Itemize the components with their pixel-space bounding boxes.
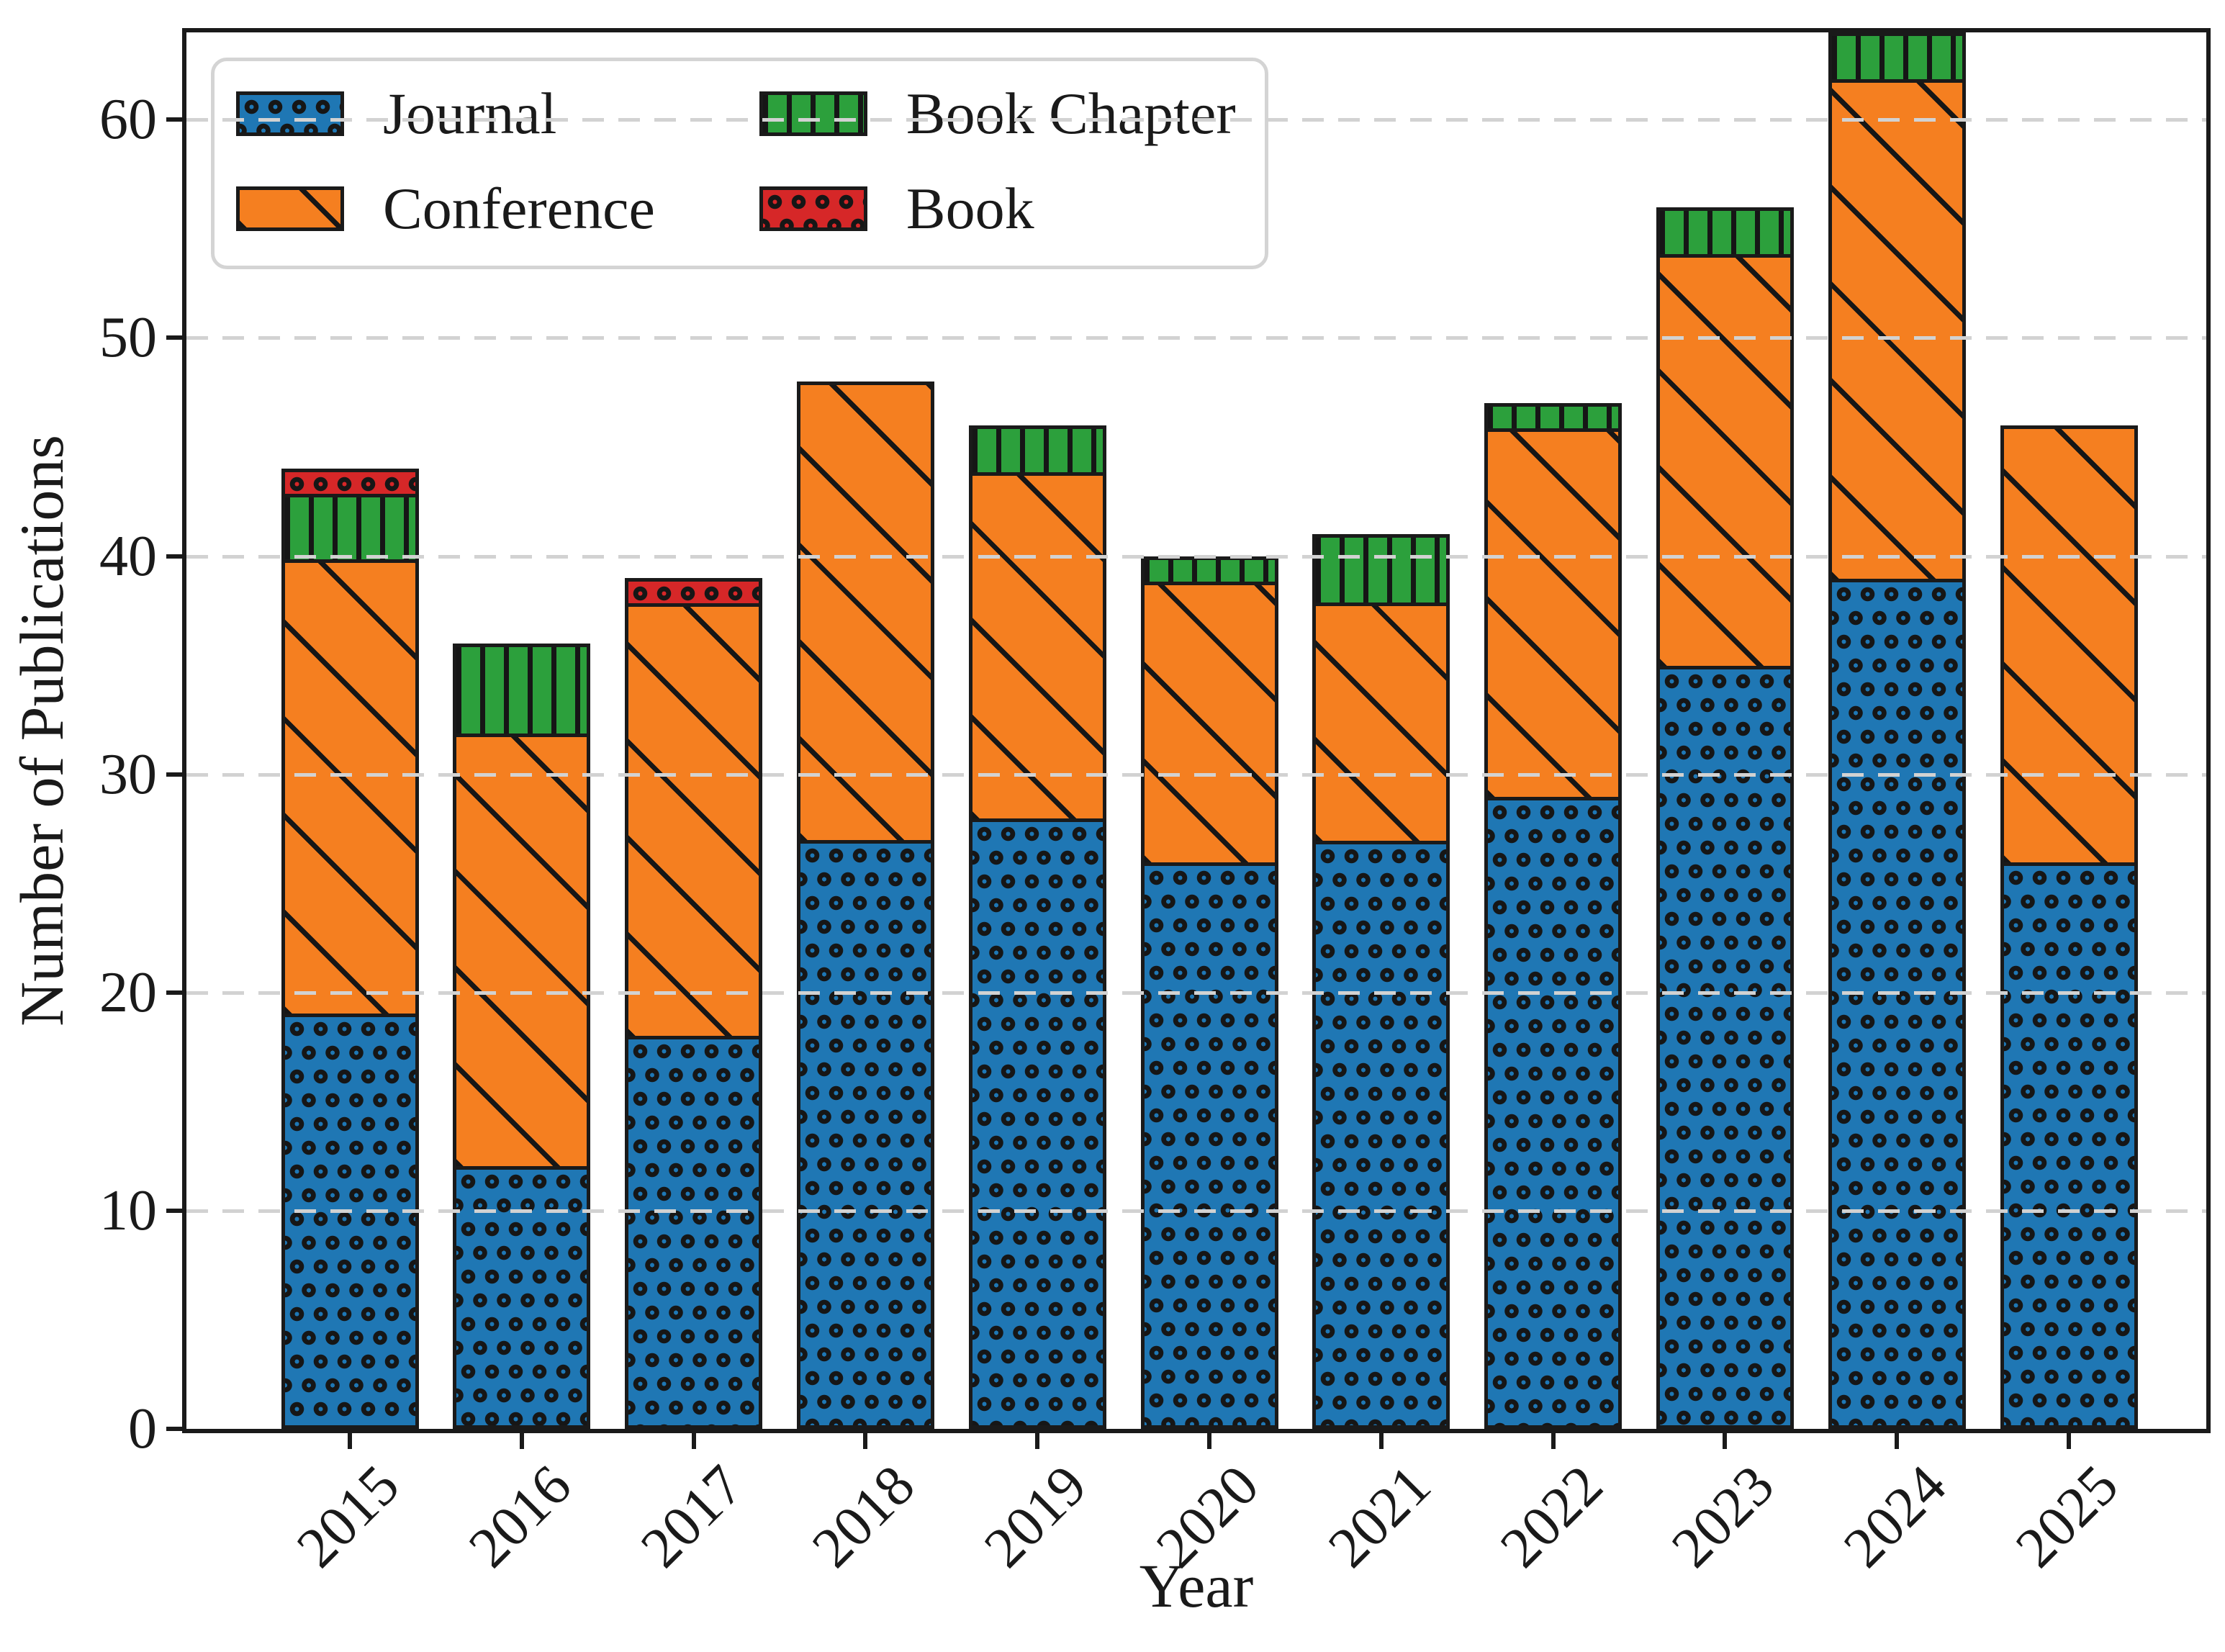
plot-area: Journal Conference Book Chapter Book [182,28,2211,1433]
legend-item-book-chapter: Book Chapter [759,84,1236,143]
bar-2015-segment-conference [284,559,415,1014]
legend-label: Book Chapter [906,81,1236,146]
legend: Journal Conference Book Chapter Book [211,58,1268,269]
y-tick-label-60: 60 [99,88,157,152]
bar-2015-segment-book-chapter [284,494,415,559]
y-tick-50 [166,335,182,340]
bar-2018 [796,382,934,1429]
y-tick-label-10: 10 [99,1178,157,1242]
y-tick-label-20: 20 [99,960,157,1024]
y-axis-title: Number of Publications [7,435,76,1026]
bar-2020-segment-book-chapter [1144,559,1275,582]
x-tick-2017 [691,1433,696,1449]
bar-2016-segment-conference [456,733,587,1166]
y-tick-label-40: 40 [99,524,157,588]
legend-item-journal: Journal [236,84,655,143]
bar-2018-segment-conference [800,385,931,841]
y-tick-20 [166,990,182,995]
bar-2022-segment-journal [1488,797,1619,1425]
x-tick-2025 [2067,1433,2071,1449]
y-tick-60 [166,117,182,122]
bar-2025 [2000,425,2138,1429]
legend-label: Book [906,176,1034,241]
legend-item-book: Book [759,179,1236,238]
bar-2019-segment-book-chapter [972,428,1103,472]
legend-label: Conference [383,176,655,241]
bar-2019 [968,425,1106,1429]
book-swatch [759,186,867,231]
bar-2019-segment-journal [972,818,1103,1425]
y-tick-30 [166,772,182,777]
bar-2024-segment-book-chapter [1831,36,1962,80]
bar-2022 [1484,403,1623,1429]
bar-2023-segment-conference [1659,253,1790,667]
bar-2025-segment-journal [2003,862,2134,1425]
legend-item-conference: Conference [236,179,655,238]
bar-2017-segment-journal [628,1035,759,1425]
bar-2015-segment-book [284,472,415,495]
bar-2017-segment-conference [628,602,759,1036]
bar-2018-segment-journal [800,840,931,1425]
bar-2025-segment-conference [2003,428,2134,862]
x-tick-2022 [1551,1433,1556,1449]
bar-2017 [625,577,763,1429]
y-tick-10 [166,1208,182,1213]
bar-2024 [1828,32,1966,1429]
x-tick-2021 [1378,1433,1384,1449]
legend-label: Journal [383,81,557,146]
bar-2017-segment-book [628,581,759,603]
x-tick-2020 [1207,1433,1211,1449]
bar-2023 [1656,207,1794,1429]
book-chapter-swatch [759,91,867,136]
bar-2024-segment-journal [1831,578,1962,1425]
bar-2016-segment-journal [456,1165,587,1425]
x-axis-title: Year [1139,1551,1254,1620]
bar-2022-segment-conference [1488,428,1619,798]
y-tick-label-30: 30 [99,742,157,806]
bar-2015 [281,469,419,1429]
x-tick-2018 [863,1433,868,1449]
x-tick-2015 [348,1433,352,1449]
bar-2019-segment-conference [972,471,1103,819]
x-tick-2023 [1723,1433,1728,1449]
bar-2016-segment-book-chapter [456,646,587,734]
bar-2024-segment-conference [1831,79,1962,579]
bar-2021-segment-book-chapter [1316,538,1447,603]
bar-2020-segment-conference [1144,581,1275,863]
y-tick-40 [166,554,182,559]
x-tick-2016 [519,1433,524,1449]
conference-swatch [236,186,344,231]
bar-2021 [1312,534,1450,1429]
x-tick-2024 [1895,1433,1900,1449]
bar-2021-segment-journal [1316,841,1447,1425]
bar-2016 [453,643,591,1429]
bar-2022-segment-book-chapter [1488,407,1619,429]
y-tick-label-0: 0 [128,1397,157,1461]
y-tick-0 [166,1427,182,1431]
bar-2023-segment-journal [1659,666,1790,1425]
bar-2021-segment-conference [1316,602,1447,841]
y-tick-label-50: 50 [99,306,157,370]
bar-2023-segment-book-chapter [1659,210,1790,254]
bar-2020-segment-journal [1144,862,1275,1425]
bar-2015-segment-journal [284,1014,415,1425]
x-tick-2019 [1035,1433,1040,1449]
bar-2020 [1140,556,1278,1429]
journal-swatch [236,91,344,136]
